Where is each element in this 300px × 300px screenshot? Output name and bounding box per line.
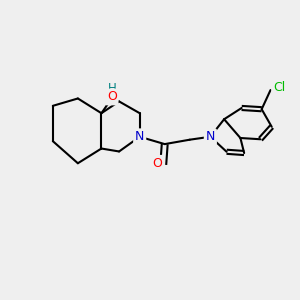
Text: O: O <box>107 91 117 103</box>
Text: N: N <box>135 130 144 143</box>
Text: Cl: Cl <box>273 81 286 94</box>
Text: O: O <box>152 157 162 170</box>
Text: H: H <box>108 82 117 95</box>
Text: N: N <box>206 130 215 143</box>
